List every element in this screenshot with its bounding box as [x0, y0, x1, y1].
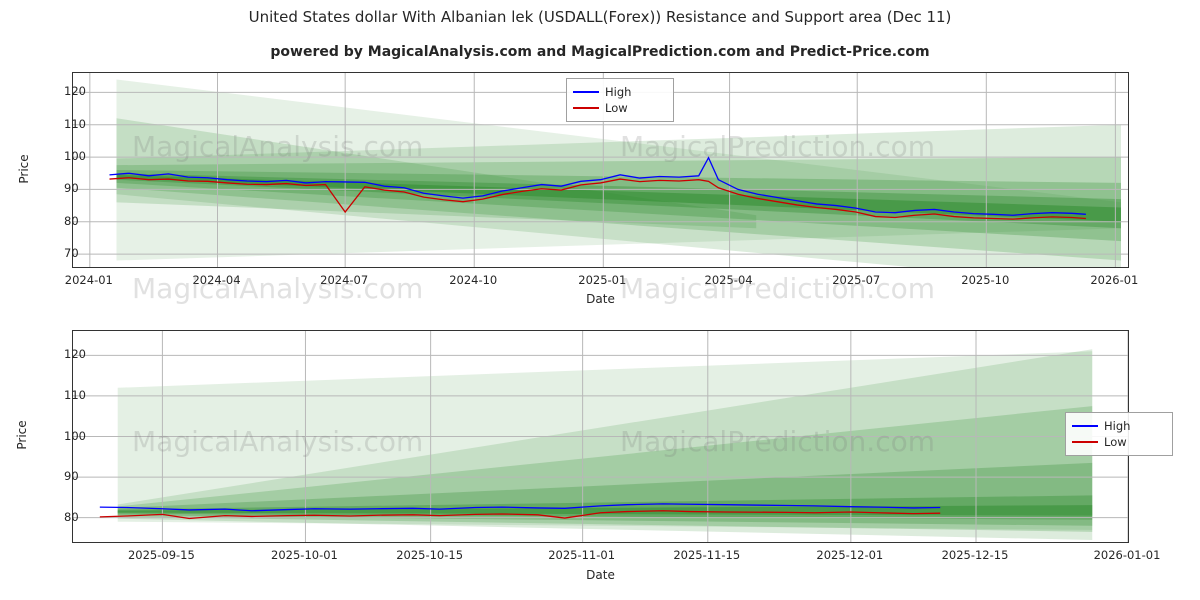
legend-label-low: Low	[1104, 435, 1127, 449]
legend-swatch-high	[573, 91, 599, 93]
legend-swatch-low	[573, 107, 599, 109]
x-tick-label: 2026-01	[1090, 273, 1139, 287]
x-tick-label: 2024-10	[449, 273, 498, 287]
x-tick-label: 2025-10	[961, 273, 1010, 287]
x-tick-label: 2025-11-01	[548, 548, 616, 562]
x-tick-label: 2025-07	[832, 273, 881, 287]
main-x-axis-label: Date	[586, 292, 615, 306]
main-legend-entry-low: Low	[573, 100, 665, 116]
legend-label-high: High	[605, 85, 632, 99]
legend-label-low: Low	[605, 101, 628, 115]
main-chart-panel: Price Date 7080901001101202024-012024-04…	[17, 72, 1139, 306]
zoom-plot-svg	[73, 331, 1128, 542]
page-title: United States dollar With Albanian lek (…	[248, 8, 952, 26]
zoom-plot-area	[72, 330, 1129, 543]
legend-swatch-high	[1072, 425, 1098, 427]
main-legend: High Low	[566, 78, 674, 122]
main-legend-entry-high: High	[573, 84, 665, 100]
x-tick-label: 2025-04	[704, 273, 753, 287]
page-subtitle: powered by MagicalAnalysis.com and Magic…	[270, 44, 930, 60]
main-plot-svg	[73, 73, 1128, 267]
x-tick-label: 2024-01	[64, 273, 113, 287]
x-tick-label: 2024-07	[320, 273, 369, 287]
x-tick-label: 2025-10-15	[396, 548, 464, 562]
zoom-legend-entry-low: Low	[1072, 434, 1164, 450]
legend-swatch-low	[1072, 441, 1098, 443]
x-tick-label: 2025-09-15	[127, 548, 195, 562]
zoom-y-axis-label: Price	[15, 420, 29, 450]
x-tick-label: 2025-10-01	[271, 548, 338, 562]
x-tick-label: 2025-12-01	[816, 548, 884, 562]
zoom-legend: High Low	[1065, 412, 1173, 456]
x-tick-label: 2026-01-01	[1093, 548, 1161, 562]
x-tick-label: 2025-12-15	[941, 548, 1009, 562]
zoom-x-axis-label: Date	[586, 568, 615, 582]
main-y-axis-label: Price	[17, 154, 31, 184]
legend-label-high: High	[1104, 419, 1131, 433]
x-tick-label: 2024-04	[192, 273, 241, 287]
x-tick-label: 2025-11-15	[673, 548, 741, 562]
x-tick-label: 2025-01	[578, 273, 627, 287]
zoom-chart-panel: Price Date 80901001101202025-09-152025-1…	[0, 310, 1200, 600]
zoom-legend-entry-high: High	[1072, 418, 1164, 434]
